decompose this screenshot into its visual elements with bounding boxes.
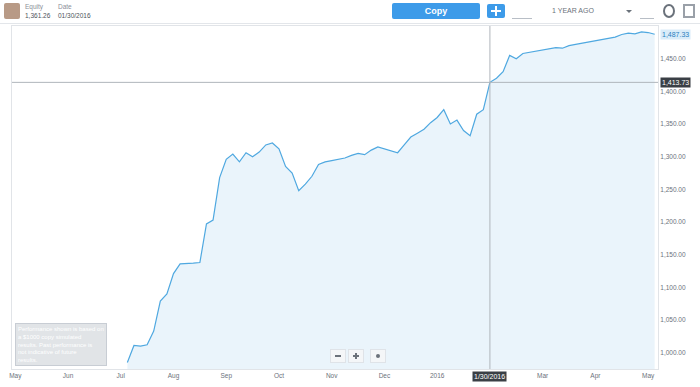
svg-text:1,250.00: 1,250.00 [660, 186, 686, 193]
svg-text:Jun: Jun [63, 372, 74, 379]
html-text:Date: Date [58, 3, 72, 10]
svg-text:Jul: Jul [117, 372, 126, 379]
html-text:01/30/2016: 01/30/2016 [58, 12, 91, 19]
svg-text:1,100.00: 1,100.00 [660, 284, 686, 291]
svg-text:1,300.00: 1,300.00 [660, 153, 686, 160]
svg-text:1,150.00: 1,150.00 [660, 251, 686, 258]
svg-text:Aug: Aug [168, 372, 180, 380]
svg-text:1,350.00: 1,350.00 [660, 120, 686, 127]
svg-text:Oct: Oct [274, 372, 284, 379]
svg-text:1,413.73: 1,413.73 [662, 79, 689, 86]
svg-text:2016: 2016 [430, 372, 445, 379]
svg-text:Sep: Sep [220, 372, 232, 380]
html-text:Copy: Copy [424, 6, 448, 16]
svg-text:Nov: Nov [326, 372, 338, 379]
svg-text:Mar: Mar [537, 372, 549, 379]
html-text:Equity: Equity [25, 3, 44, 10]
svg-text:1,000.00: 1,000.00 [660, 349, 686, 356]
html-text:1 YEAR AGO: 1 YEAR AGO [552, 7, 594, 14]
svg-text:1,200.00: 1,200.00 [660, 218, 686, 225]
svg-text:1,450.00: 1,450.00 [660, 55, 686, 62]
svg-text:Performance shown is based ona: Performance shown is based ona $1000 cop… [18, 326, 104, 363]
svg-text:Dec: Dec [379, 372, 391, 379]
svg-text:1,487.33: 1,487.33 [662, 31, 689, 38]
svg-text:May: May [642, 372, 655, 380]
html-text:1,361.26: 1,361.26 [25, 12, 51, 19]
svg-text:1,400.00: 1,400.00 [660, 88, 686, 95]
svg-text:1/30/2016: 1/30/2016 [474, 373, 505, 380]
svg-text:1,050.00: 1,050.00 [660, 316, 686, 323]
svg-text:May: May [9, 372, 22, 380]
svg-text:Apr: Apr [590, 372, 601, 380]
